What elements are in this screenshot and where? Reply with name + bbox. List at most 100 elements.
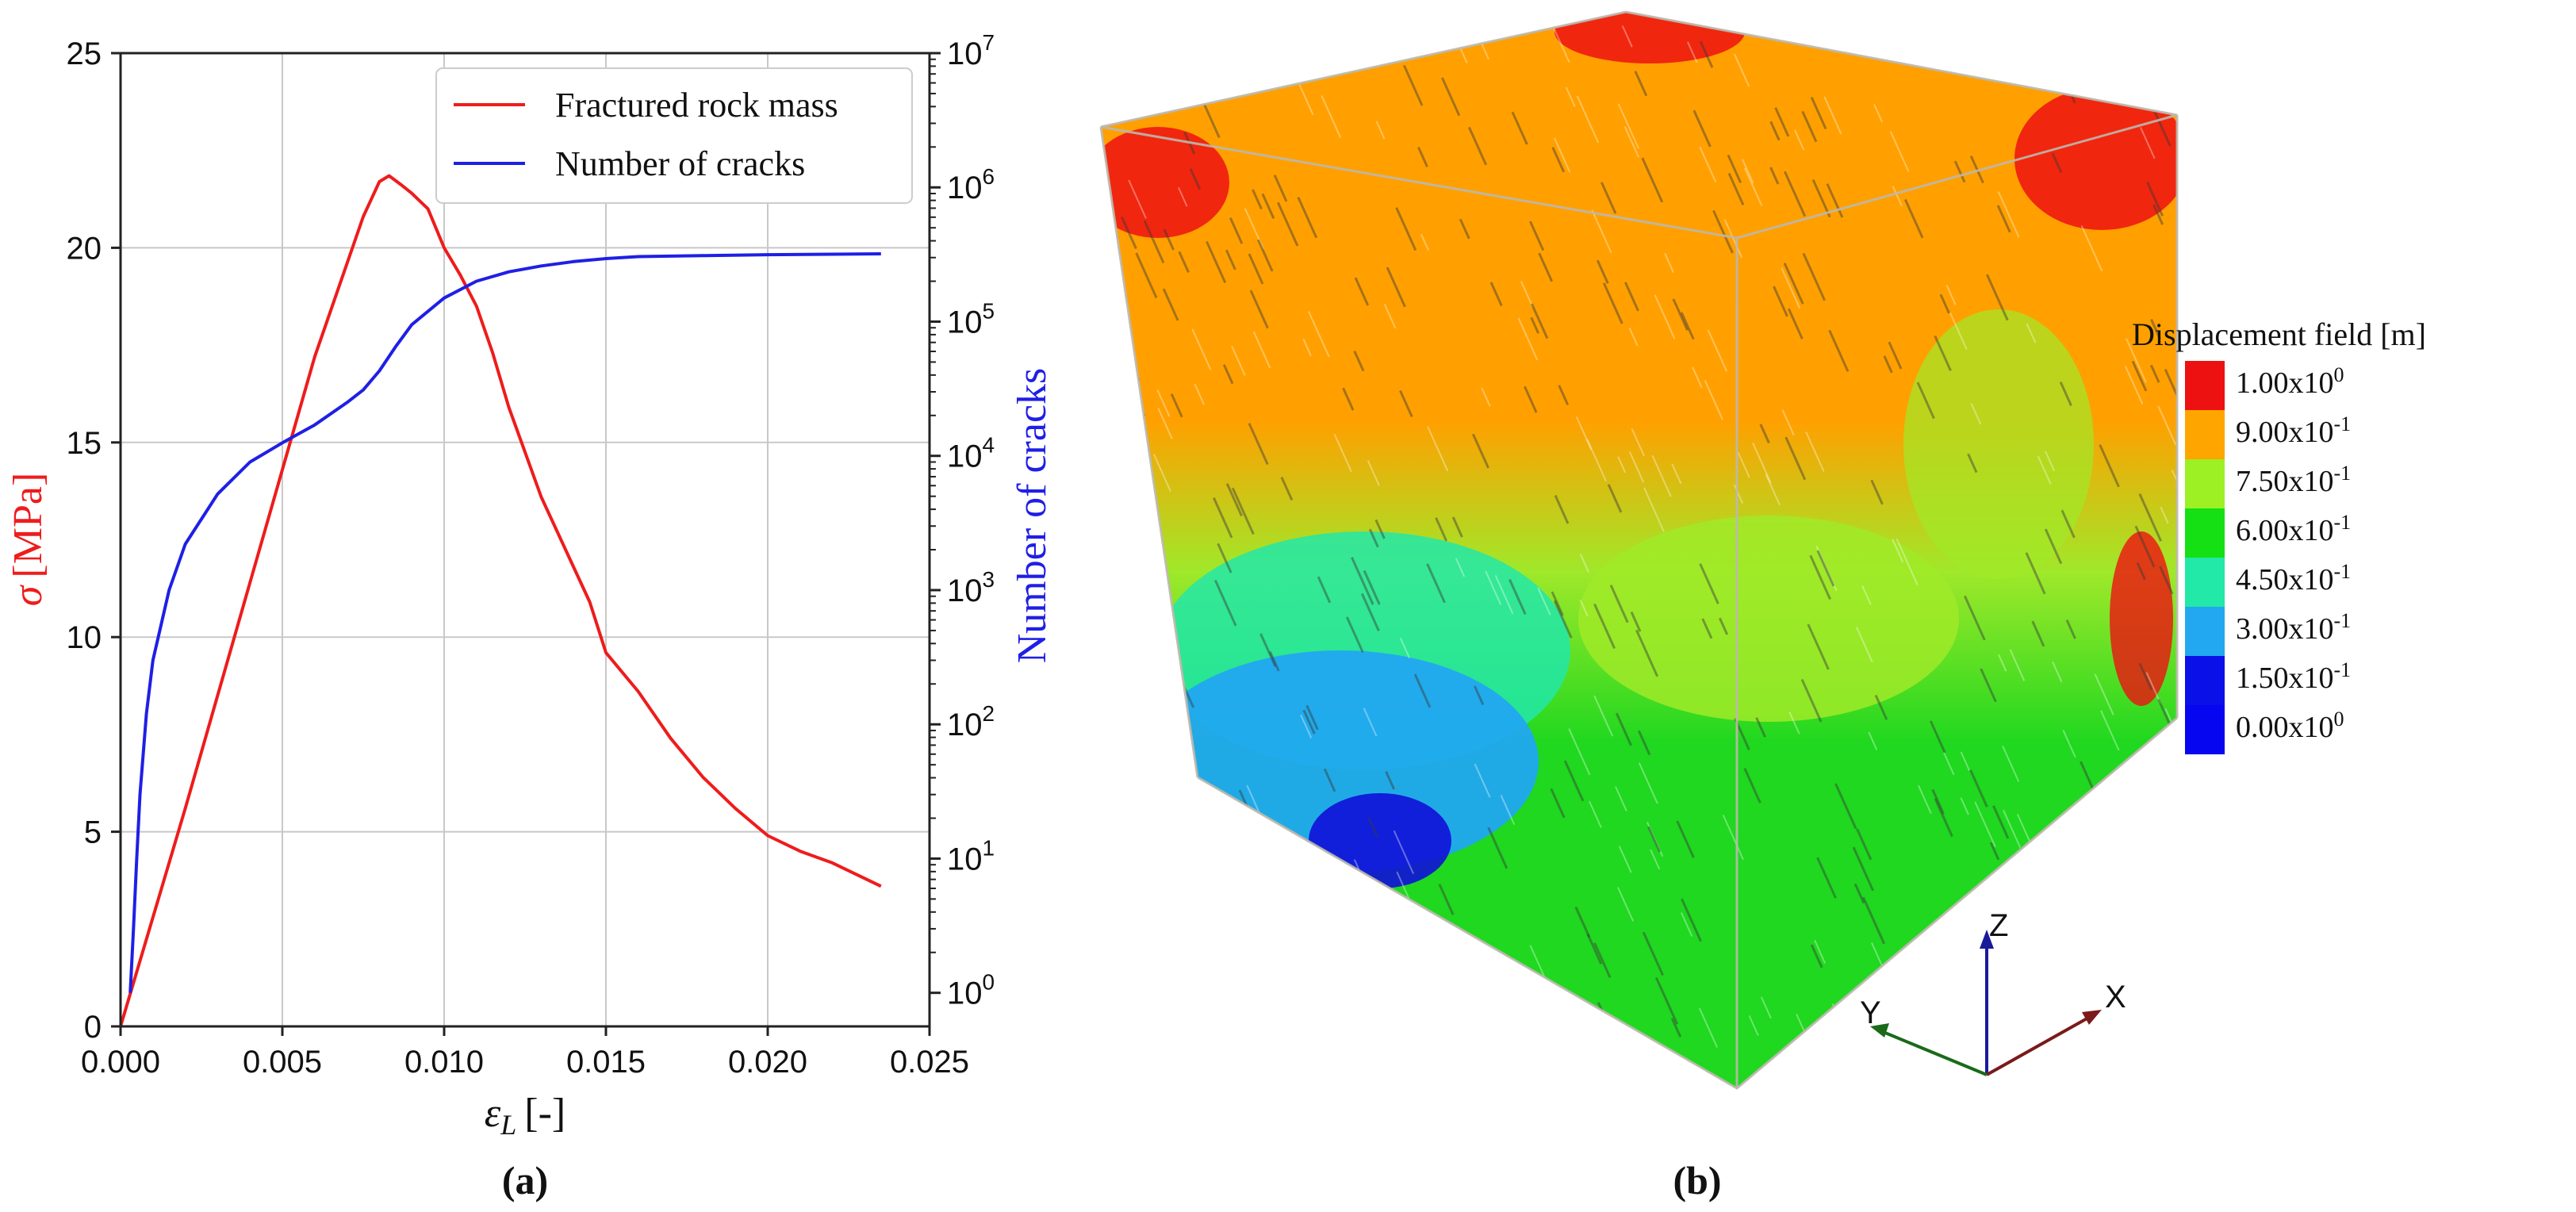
vector-stroke: [1586, 934, 1603, 965]
vector-stroke: [1126, 899, 1140, 926]
series-line-fractured-rock-mass: [121, 174, 882, 1026]
vector-stroke: [1832, 1022, 1846, 1049]
y-right-tick-label: 103: [947, 567, 995, 608]
vector-stroke: [1130, 527, 1152, 571]
vector-stroke: [1236, 858, 1259, 904]
vector-stroke: [1107, 629, 1127, 671]
vector-stroke: [1305, 1039, 1317, 1064]
vector-stroke: [1248, 253, 1264, 285]
vector-stroke: [1781, 267, 1801, 309]
vector-stroke: [1394, 1036, 1411, 1068]
vector-stroke: [1699, 146, 1717, 182]
vector-stroke: [1231, 487, 1255, 535]
vector-stroke: [1248, 423, 1269, 466]
vector-stroke: [1960, 751, 1971, 772]
vector-stroke: [1485, 570, 1502, 605]
vector-stroke: [1931, 788, 1945, 815]
vector-stroke: [1399, 638, 1411, 659]
vector-stroke: [1945, 285, 1957, 305]
vector-stroke: [1199, 804, 1220, 846]
z-arrow-head: [1980, 930, 1994, 949]
vector-stroke: [1801, 110, 1818, 143]
vector-stroke: [2018, 48, 2028, 67]
vector-stroke: [1942, 752, 1955, 776]
vector-stroke: [1189, 168, 1202, 190]
vector-stroke: [1773, 286, 1788, 317]
vector-stroke: [1333, 433, 1352, 473]
vector-stroke: [1277, 201, 1299, 247]
vector-stroke: [1128, 179, 1147, 219]
vector-stroke: [1634, 71, 1648, 97]
vector-stroke: [1302, 709, 1316, 734]
vector-stroke: [1530, 303, 1549, 339]
vector-stroke: [1654, 976, 1679, 1025]
vector-stroke: [1520, 281, 1534, 308]
plot-area: [121, 53, 930, 1026]
vector-stroke: [1752, 442, 1772, 484]
vector-stroke: [2060, 47, 2074, 73]
vector-stroke: [1446, 988, 1459, 1012]
vector-stroke: [2157, 405, 2177, 446]
vector-stroke: [1805, 431, 1825, 472]
vector-stroke: [1156, 389, 1171, 417]
vector-stroke: [2037, 455, 2052, 485]
vector-stroke: [1670, 1018, 1682, 1037]
vector-stroke: [1353, 350, 1365, 372]
vector-stroke: [1508, 995, 1529, 1037]
vector-stroke: [1733, 53, 1750, 87]
vector-stroke: [1934, 335, 1952, 372]
vector-stroke: [1157, 408, 1173, 439]
y-axis-arrow: [1880, 1030, 1988, 1076]
cube-edges: [1099, 10, 2179, 1090]
vector-stroke: [1383, 1014, 1396, 1036]
vector-stroke: [1616, 887, 1635, 922]
vector-stroke: [1628, 328, 1639, 347]
vector-stroke: [1889, 131, 1910, 172]
vector-stroke: [1568, 728, 1591, 776]
vector-stroke: [1302, 925, 1320, 959]
vector-stroke: [1273, 175, 1288, 202]
x-arrow-head: [2082, 1010, 2102, 1025]
vector-stroke: [2082, 815, 2094, 838]
legend-label-number-of-cracks: Number of cracks: [555, 144, 805, 183]
color-legend-label: 1.50x10-1: [2236, 658, 2351, 695]
vector-stroke: [1148, 852, 1171, 901]
vector-stroke: [1676, 820, 1695, 858]
vector-stroke: [1698, 1007, 1719, 1048]
vector-stroke: [1635, 629, 1659, 677]
vector-stroke: [1759, 424, 1770, 443]
y-right-axis-ticks: 100 101 102 103 104 105 106 107: [930, 30, 995, 1011]
color-legend-swatch: [2185, 558, 2225, 607]
vector-stroke: [1727, 172, 1745, 206]
color-legend-swatch: [2185, 361, 2225, 410]
vector-stroke: [1178, 186, 1188, 207]
y-right-tick-label: 102: [947, 701, 995, 742]
vector-stroke: [1299, 851, 1309, 870]
x-tick-label: 0.015: [566, 1045, 646, 1080]
vector-stroke: [1419, 1076, 1429, 1088]
vector-stroke: [2159, 566, 2174, 595]
vector-stroke: [1743, 768, 1761, 804]
vector-stroke: [1787, 308, 1804, 339]
vector-stroke: [1579, 554, 1590, 573]
series-line-number-of-cracks: [128, 252, 881, 993]
vector-stroke: [1873, 104, 1884, 123]
vector-stroke: [2051, 152, 2063, 174]
vector-stroke: [1529, 221, 1545, 251]
vector-stroke: [1609, 585, 1629, 623]
vector-stroke: [1692, 366, 1703, 389]
vector-stroke: [1554, 494, 1570, 524]
vector-stroke: [1607, 484, 1623, 513]
vector-stroke: [1249, 290, 1269, 329]
y-axis-triad-label: Y: [1860, 995, 1881, 1030]
vector-stroke: [1874, 694, 1888, 720]
vector-stroke: [1967, 453, 1978, 474]
vector-stroke: [1474, 763, 1491, 798]
vector-stroke: [1389, 1032, 1399, 1049]
vector-stroke: [1467, 126, 1488, 166]
vector-stroke: [1704, 380, 1723, 420]
vector-stroke: [2157, 21, 2168, 41]
cube-bottom-edge: [1197, 716, 2178, 1090]
vector-stroke: [1487, 827, 1508, 869]
